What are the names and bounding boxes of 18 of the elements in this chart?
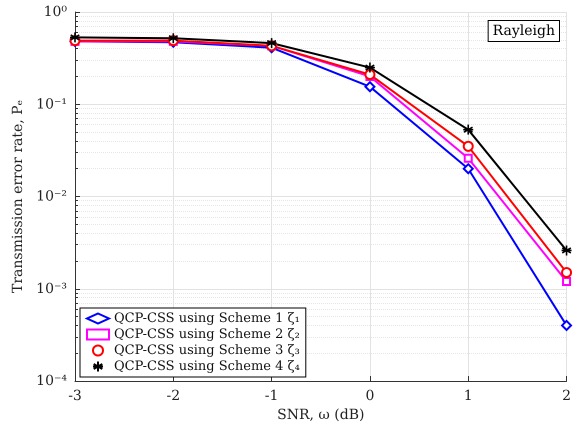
x-tick-label: -1 bbox=[264, 388, 278, 404]
x-tick-label: 1 bbox=[464, 388, 473, 404]
legend-label: QCP-CSS using Scheme 3 ζ₃ bbox=[114, 343, 300, 358]
y-tick-label: 10⁻³ bbox=[36, 280, 67, 297]
legend-label: QCP-CSS using Scheme 2 ζ₂ bbox=[114, 327, 300, 342]
x-tick-label: -3 bbox=[68, 388, 82, 404]
y-tick-label: 10⁻² bbox=[36, 188, 67, 204]
x-axis-title: SNR, ω (dB) bbox=[277, 406, 364, 423]
annotation: Rayleigh bbox=[492, 23, 556, 39]
y-axis-title: Transmission error rate, Pₑ bbox=[10, 100, 26, 294]
x-tick-label: 2 bbox=[562, 388, 572, 404]
legend-label: QCP-CSS using Scheme 1 ζ₁ bbox=[114, 311, 300, 326]
x-tick-label: 0 bbox=[365, 388, 374, 404]
y-tick-label: 10⁻⁴ bbox=[36, 373, 68, 389]
y-tick-label: 10⁰ bbox=[44, 4, 68, 20]
legend-label: QCP-CSS using Scheme 4 ζ₄ bbox=[114, 359, 300, 374]
y-tick-label: 10⁻¹ bbox=[36, 96, 67, 112]
x-tick-label: -2 bbox=[166, 388, 180, 404]
